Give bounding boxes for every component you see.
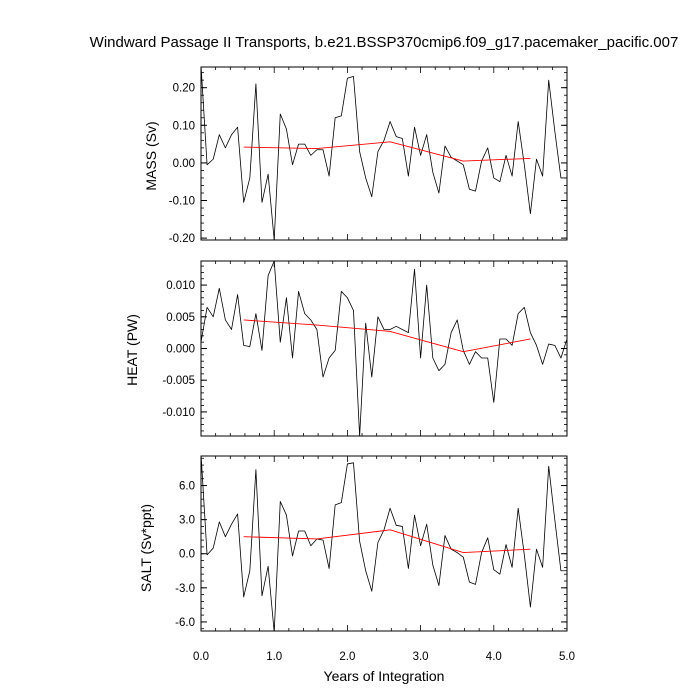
mass-series-annual-mean-line <box>243 141 531 162</box>
x-tick-label: 1.0 <box>266 651 282 663</box>
heat-series-annual-mean-line <box>243 319 531 353</box>
heat-y-tick-label: 0.000 <box>166 344 195 356</box>
salt-y-tick-label: 6.0 <box>179 481 195 493</box>
salt-plot-frame <box>200 455 568 632</box>
salt-y-tick-label: 0.0 <box>179 549 195 561</box>
mass-plot-frame <box>200 66 568 241</box>
heat-series-monthly-line <box>201 261 567 436</box>
salt-y-tick-label: -3.0 <box>175 583 195 595</box>
y-axis-label-mass: MASS (Sv) <box>143 121 159 190</box>
mass-y-tick-label: 0.00 <box>173 158 195 170</box>
x-tick-label: 5.0 <box>559 651 575 663</box>
x-axis: 0.0 1.0 2.0 3.0 4.0 5.0 <box>193 651 575 663</box>
salt-y-tick-label: 3.0 <box>179 515 195 527</box>
heat-y-tick-label: 0.010 <box>166 280 195 292</box>
salt-y-tick-label: -6.0 <box>175 617 195 629</box>
mass-series-monthly-line <box>201 67 567 240</box>
x-axis-label: Years of Integration <box>324 668 445 684</box>
panel-mass: MASS (Sv) 0.20 0.10 0.00 -0.10 -0.20 <box>143 66 568 245</box>
mass-y-tick-label: -0.10 <box>169 196 195 208</box>
salt-series-monthly-line <box>201 456 567 631</box>
heat-plot-frame <box>200 260 568 437</box>
heat-y-tick-label: -0.005 <box>162 375 195 387</box>
heat-y-tick-label: -0.010 <box>162 407 195 419</box>
mass-y-tick-label: 0.10 <box>173 120 195 132</box>
heat-y-tick-label: 0.005 <box>166 312 195 324</box>
y-axis-label-heat: HEAT (PW) <box>124 314 140 386</box>
salt-series-annual-mean-line <box>243 529 531 554</box>
y-axis-label-salt: SALT (Sv*ppt) <box>138 504 154 592</box>
panel-salt: SALT (Sv*ppt) 6.0 3.0 0.0 -3.0 -6.0 <box>138 455 568 632</box>
x-tick-label: 3.0 <box>413 651 429 663</box>
x-tick-label: 0.0 <box>193 651 209 663</box>
panel-heat: HEAT (PW) 0.010 0.005 0.000 -0.005 -0.010 <box>124 260 568 437</box>
x-tick-label: 4.0 <box>486 651 502 663</box>
chart-title: Windward Passage II Transports, b.e21.BS… <box>90 34 679 51</box>
x-tick-label: 2.0 <box>339 651 355 663</box>
mass-y-tick-label: 0.20 <box>173 83 195 95</box>
mass-y-tick-label: -0.20 <box>169 233 195 245</box>
